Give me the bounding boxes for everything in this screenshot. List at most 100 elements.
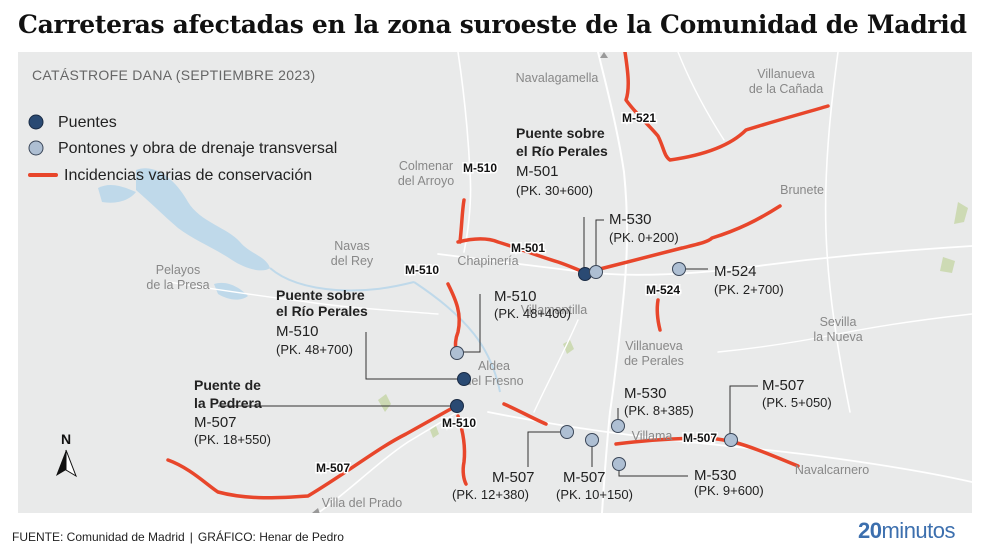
- callout-pedrera-heading-1: Puente de: [194, 377, 261, 393]
- town-label-villanueva-canada: Villanueva: [757, 67, 815, 81]
- compass-arrow-icon: [56, 450, 66, 476]
- brand-number: 20: [858, 518, 882, 543]
- callout-pedrera-heading-2: la Pedrera: [194, 395, 262, 411]
- marker-m510-48400: [450, 346, 464, 360]
- credit-text: GRÁFICO: Henar de Pedro: [197, 530, 344, 544]
- callout-pedrera-road: M-507: [194, 414, 237, 431]
- direction-arrows: [312, 52, 608, 513]
- brand-logo: 20minutos: [858, 518, 956, 544]
- rivers: [269, 267, 501, 393]
- town-label-villamanta: Villama: [632, 429, 673, 443]
- callout-perales-501-pk: (PK. 30+600): [516, 183, 593, 198]
- incident-m510-aldea: [456, 414, 468, 486]
- incident-m510-colmenar: [458, 198, 466, 244]
- marker-m530-0200: [589, 265, 603, 279]
- marker-m530-8385: [611, 419, 625, 433]
- compass: N: [56, 431, 77, 478]
- road-label-m510-aldea: M-510: [442, 416, 476, 430]
- road-label-m510-colmenar: M-510: [463, 161, 497, 175]
- marker-m530-9600: [612, 457, 626, 471]
- callout-m524-2700-road: M-524: [714, 263, 757, 280]
- callout-m524-2700-pk: (PK. 2+700): [714, 282, 784, 297]
- town-label-villanueva-perales: Villanueva: [625, 339, 683, 353]
- road-label-m521: M-521: [622, 111, 656, 125]
- callout-perales-510-heading-2: el Río Perales: [276, 303, 368, 319]
- callout-perales-510-heading-1: Puente sobre: [276, 287, 365, 303]
- town-label-villanueva-perales: de Perales: [624, 354, 684, 368]
- town-label-aldea: Aldea: [478, 359, 510, 373]
- incident-m521-north: [623, 52, 830, 162]
- road-label-m507-east: M-507: [683, 431, 717, 445]
- town-label-chapineria: Chapinería: [457, 254, 518, 268]
- legend-label-incidents: Incidencias varias de conservación: [64, 167, 312, 184]
- brand-word: minutos: [881, 518, 956, 543]
- footer-separator: |: [189, 530, 193, 544]
- town-label-navas: Navas: [334, 239, 369, 253]
- marker-m524-2700: [672, 262, 686, 276]
- town-label-villa-prado: Villa del Prado: [322, 496, 402, 510]
- legend-label-bridges: Puentes: [58, 114, 117, 131]
- incident-m501: [456, 237, 586, 274]
- town-label-navalagamella: Navalagamella: [516, 71, 599, 85]
- callout-m530-9600-pk: (PK. 9+600): [694, 483, 764, 498]
- incident-m530-east: [594, 204, 782, 272]
- map-subtitle: CATÁSTROFE DANA (SEPTIEMBRE 2023): [32, 67, 315, 83]
- leader-lines: [218, 217, 758, 477]
- road-network: [167, 52, 972, 513]
- markers: [450, 262, 738, 471]
- town-label-pelayos: Pelayos: [156, 263, 200, 277]
- green-areas: [378, 202, 968, 438]
- marker-m507-5050: [724, 433, 738, 447]
- callout-m507-12380-road: M-507: [492, 469, 535, 486]
- marker-m507-10150: [585, 433, 599, 447]
- callout-m530-8385-road: M-530: [624, 385, 667, 402]
- road-labels: M-521 M-510 M-501 M-510 M-524 M-510 M-50…: [314, 110, 718, 477]
- callout-m507-10150-road: M-507: [563, 469, 606, 486]
- callout-m507-5050-road: M-507: [762, 377, 805, 394]
- source-text: FUENTE: Comunidad de Madrid: [12, 530, 185, 544]
- north-arrow-navalagamella: [600, 52, 608, 58]
- town-label-pelayos: de la Presa: [146, 278, 209, 292]
- road-label-m501: M-501: [511, 241, 545, 255]
- town-label-villamantilla: Villamantilla: [521, 303, 588, 317]
- callout-perales-510-pk: (PK. 48+700): [276, 342, 353, 357]
- callout-pedrera-pk: (PK. 18+550): [194, 432, 271, 447]
- legend: Puentes Pontones y obra de drenaje trans…: [28, 114, 337, 184]
- town-label-navalcarnero: Navalcarnero: [795, 463, 869, 477]
- callout-m510-48400-pk: (PK. 48+400): [494, 306, 571, 321]
- map-background: [18, 52, 972, 513]
- marker-m507-12380: [560, 425, 574, 439]
- marker-pedrera: [450, 399, 464, 413]
- town-label-villanueva-canada: de la Cañada: [749, 82, 823, 96]
- legend-culvert-marker: [28, 140, 44, 156]
- town-label-colmenar: del Arroyo: [398, 174, 454, 188]
- callout-perales-510-road: M-510: [276, 323, 319, 340]
- town-label-colmenar: Colmenar: [399, 159, 453, 173]
- road-label-m510-chapineria: M-510: [405, 263, 439, 277]
- town-label-aldea: del Fresno: [464, 374, 523, 388]
- chart-title: Carreteras afectadas en la zona suroeste…: [18, 10, 967, 39]
- compass-letter: N: [61, 431, 71, 447]
- callout-m507-12380-pk: (PK. 12+380): [452, 487, 529, 502]
- callout-perales-501-heading-1: Puente sobre: [516, 125, 605, 141]
- town-label-brunete: Brunete: [780, 183, 824, 197]
- callout-m507-5050-pk: (PK. 5+050): [762, 395, 832, 410]
- callouts: Puente sobre el Río Perales M-501 (PK. 3…: [194, 125, 832, 502]
- callout-m530-0200-road: M-530: [609, 211, 652, 228]
- incident-m524: [655, 298, 662, 332]
- town-label-sevilla: Sevilla: [820, 315, 857, 329]
- callout-m510-48400-road: M-510: [494, 288, 537, 305]
- legend-label-culverts: Pontones y obra de drenaje transversal: [58, 140, 337, 157]
- incident-m507-west: [166, 404, 458, 500]
- road-label-m524: M-524: [646, 283, 680, 297]
- incident-m507-middle: [502, 402, 548, 426]
- southwest-arrow-villa-prado: [312, 508, 320, 513]
- callout-m507-10150-pk: (PK. 10+150): [556, 487, 633, 502]
- callout-m530-0200-pk: (PK. 0+200): [609, 230, 679, 245]
- town-label-sevilla: la Nueva: [813, 330, 862, 344]
- callout-perales-501-heading-2: el Río Perales: [516, 143, 608, 159]
- town-label-navas: del Rey: [331, 254, 374, 268]
- footer: FUENTE: Comunidad de Madrid | GRÁFICO: Hen…: [12, 530, 344, 544]
- callout-perales-501-road: M-501: [516, 163, 559, 180]
